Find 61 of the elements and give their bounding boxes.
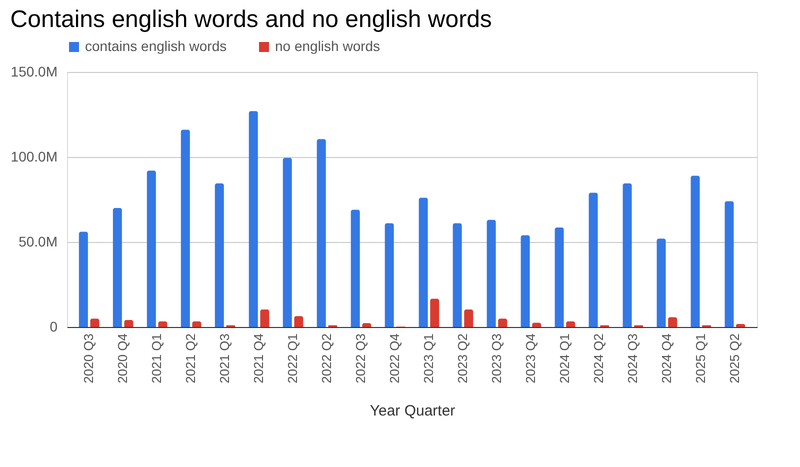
x-tick-label: 2025 Q1 [692,334,708,384]
bar [452,223,462,327]
bar [316,139,326,327]
bar [724,201,734,327]
bar [736,324,746,327]
y-tick-label: 100.0M [10,148,58,164]
bar [146,170,156,327]
x-tick-label: 2021 Q3 [217,334,232,384]
bar [180,130,190,327]
bar [282,158,292,327]
legend-label: no english words [275,38,380,54]
y-tick-label: 150.0M [10,64,58,80]
x-tick-label: 2024 Q1 [556,334,572,384]
x-tick-label: 2023 Q2 [454,334,470,384]
x-tick-label: 2020 Q3 [81,334,96,384]
bar [384,223,394,327]
x-tick-label: 2022 Q1 [285,334,300,384]
bar [668,317,678,327]
bar [124,320,134,327]
bar [418,198,428,327]
bar [192,321,202,327]
x-tick-label: 2022 Q2 [319,334,334,384]
bar [464,309,474,327]
x-tick-label: 2024 Q3 [624,334,640,384]
bar [90,318,100,327]
x-axis-title: Year Quarter [370,402,456,420]
x-tick-label: 2022 Q4 [387,334,402,384]
bar [294,316,304,327]
y-tick-label: 0 [50,318,58,334]
x-tick-label: 2023 Q3 [488,334,504,384]
bar [520,235,530,327]
bar [690,176,700,327]
bar [260,309,270,327]
bar [656,238,666,327]
bar [430,298,440,327]
bar [532,322,542,327]
bar [554,228,564,327]
x-tick-label: 2021 Q1 [149,334,164,384]
bar [566,321,576,327]
x-tick-label: 2021 Q2 [183,334,198,384]
x-tick-label: 2020 Q4 [115,334,130,384]
bar [214,183,224,327]
x-tick-label: 2023 Q4 [522,334,538,384]
bar [486,220,496,327]
bar [248,111,258,327]
bar [112,208,122,327]
y-tick-label: 50.0M [18,234,58,250]
bar [622,183,632,327]
bar [350,210,360,327]
x-tick-label: 2022 Q3 [353,334,368,384]
bar [158,321,168,327]
bar [498,318,508,327]
bar [588,192,598,327]
x-tick-label: 2021 Q4 [251,334,266,384]
x-tick-label: 2024 Q2 [590,334,606,384]
legend-label: contains english words [85,38,227,54]
x-tick-label: 2025 Q2 [726,334,742,384]
bar [78,232,88,327]
chart-title: Contains english words and no english words [10,6,492,33]
x-tick-label: 2024 Q4 [658,334,674,384]
x-tick-label: 2023 Q1 [420,334,436,384]
